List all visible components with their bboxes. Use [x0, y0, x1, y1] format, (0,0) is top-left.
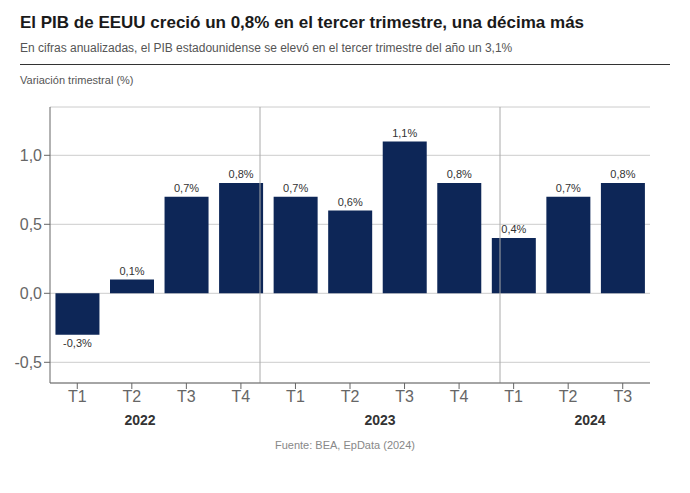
svg-text:T2: T2	[122, 388, 141, 405]
svg-text:T2: T2	[341, 388, 360, 405]
svg-text:T3: T3	[613, 388, 632, 405]
svg-text:-0,5: -0,5	[14, 354, 42, 371]
html-text:Fuente: BEA, EpData (2024): Fuente: BEA, EpData (2024)	[275, 439, 415, 451]
svg-text:0,0: 0,0	[20, 285, 42, 302]
svg-text:T2: T2	[559, 388, 578, 405]
svg-text:T3: T3	[395, 388, 414, 405]
svg-text:0,6%: 0,6%	[338, 196, 363, 208]
html-text:En cifras anualizadas, el PIB: En cifras anualizadas, el PIB estadounid…	[20, 41, 513, 55]
svg-text:T3: T3	[177, 388, 196, 405]
svg-text:0,8%: 0,8%	[447, 168, 472, 180]
svg-text:T1: T1	[286, 388, 305, 405]
svg-text:0,1%: 0,1%	[119, 265, 144, 277]
svg-text:2022: 2022	[124, 412, 155, 428]
svg-text:0,7%: 0,7%	[556, 182, 581, 194]
svg-text:0,7%: 0,7%	[283, 182, 308, 194]
svg-text:0,8%: 0,8%	[610, 168, 635, 180]
svg-text:1,0: 1,0	[20, 147, 42, 164]
svg-text:0,5: 0,5	[20, 216, 42, 233]
svg-text:T1: T1	[68, 388, 87, 405]
svg-text:0,7%: 0,7%	[174, 182, 199, 194]
html-text:Variación trimestral (%): Variación trimestral (%)	[20, 74, 134, 86]
svg-text:2024: 2024	[574, 412, 605, 428]
svg-text:-0,3%: -0,3%	[63, 337, 92, 349]
svg-text:T1: T1	[504, 388, 523, 405]
svg-text:T4: T4	[450, 388, 469, 405]
svg-text:0,4%: 0,4%	[501, 223, 526, 235]
svg-text:T4: T4	[232, 388, 251, 405]
svg-text:2023: 2023	[364, 412, 395, 428]
html-text:El PIB de EEUU creció un 0,8%: El PIB de EEUU creció un 0,8% en el terc…	[20, 13, 585, 32]
svg-text:1,1%: 1,1%	[392, 127, 417, 139]
svg-text:0,8%: 0,8%	[229, 168, 254, 180]
